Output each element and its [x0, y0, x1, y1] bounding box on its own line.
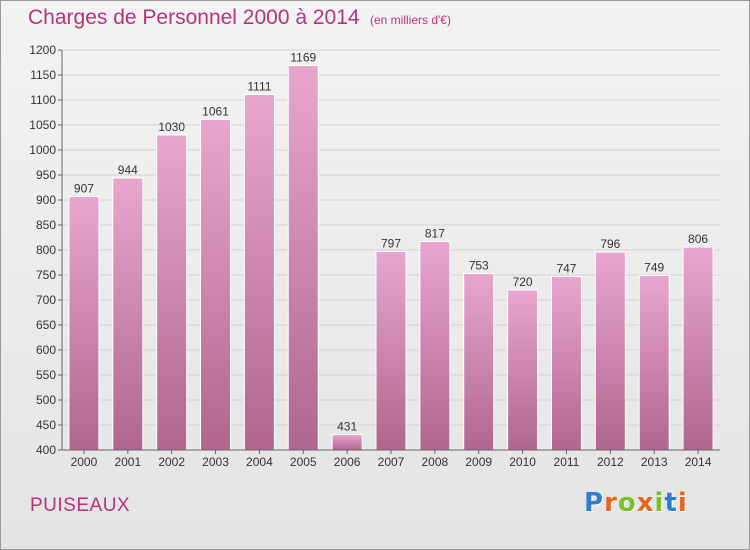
y-tick-label: 400: [36, 443, 56, 457]
data-label-2009: 753: [469, 259, 489, 273]
y-tick-label: 450: [36, 418, 56, 432]
bar-2011: [550, 276, 582, 451]
x-tick-label-2009: 2009: [465, 455, 492, 469]
bar-2008: [419, 241, 451, 451]
data-label-2013: 749: [644, 261, 664, 275]
axes: [58, 49, 720, 454]
x-tick-label-2001: 2001: [114, 455, 141, 469]
y-tick-label: 1100: [30, 93, 56, 107]
y-tick-label: 1200: [29, 43, 56, 57]
y-tick-label: 950: [36, 168, 56, 182]
bar-2007: [375, 251, 407, 451]
chart-title: Charges de Personnel 2000 à 2014: [28, 6, 360, 29]
data-label-2004: 1111: [247, 80, 271, 94]
data-label-2005: 1169: [290, 51, 316, 65]
data-label-2002: 1030: [158, 120, 185, 134]
bar-2003: [200, 119, 232, 451]
bar-2006: [331, 434, 363, 451]
bar-2013: [638, 275, 670, 451]
data-label-2012: 796: [600, 237, 620, 251]
x-tick-label-2014: 2014: [685, 455, 712, 469]
y-tick-label: 500: [36, 393, 56, 407]
x-tick-label-2003: 2003: [202, 455, 229, 469]
x-tick-label-2011: 2011: [554, 455, 580, 469]
y-tick-label: 600: [36, 343, 56, 357]
y-tick-label: 1150: [30, 68, 56, 82]
x-tick-label-2000: 2000: [71, 455, 98, 469]
y-tick-label: 550: [36, 368, 56, 382]
bar-2000: [68, 196, 100, 451]
proxiti-logo[interactable]: Proxiti: [584, 488, 688, 518]
data-label-2006: 431: [337, 420, 357, 434]
y-tick-label: 800: [36, 243, 56, 257]
bar-2010: [507, 289, 539, 451]
data-label-2007: 797: [381, 237, 401, 251]
data-label-2010: 720: [513, 275, 533, 289]
data-label-2014: 806: [688, 232, 708, 246]
x-tick-label-2012: 2012: [597, 455, 624, 469]
bars: [68, 65, 714, 451]
bar-2009: [463, 273, 495, 451]
x-tick-label-2008: 2008: [422, 455, 449, 469]
y-tick-label: 650: [36, 318, 56, 332]
data-label-2008: 817: [425, 227, 445, 241]
bar-2004: [243, 94, 275, 451]
x-tick-label-2007: 2007: [378, 455, 405, 469]
commune-name: PUISEAUX: [30, 495, 131, 516]
data-label-2001: 944: [118, 163, 138, 177]
chart-subtitle: (en milliers d'€): [370, 13, 451, 27]
data-label-2011: 747: [556, 262, 576, 276]
labels: 400 450 500 550 600 650 700 750 800 850 900 950 1000…: [29, 43, 711, 469]
x-tick-label-2002: 2002: [158, 455, 185, 469]
bar-2014: [682, 246, 714, 451]
bar-2005: [287, 65, 319, 451]
x-tick-label-2005: 2005: [290, 455, 317, 469]
x-tick-label-2010: 2010: [509, 455, 536, 469]
y-tick-label: 900: [36, 193, 56, 207]
x-tick-label-2006: 2006: [334, 455, 361, 469]
data-label-2003: 1061: [202, 105, 229, 119]
x-tick-label-2004: 2004: [246, 455, 273, 469]
bar-2002: [156, 134, 188, 451]
data-label-2000: 907: [74, 182, 94, 196]
y-tick-label: 750: [36, 268, 56, 282]
x-tick-label-2013: 2013: [641, 455, 668, 469]
bar-2012: [594, 251, 626, 451]
y-tick-label: 1050: [29, 118, 56, 132]
bar-2001: [112, 177, 144, 451]
y-tick-label: 1000: [29, 143, 56, 157]
y-tick-label: 700: [36, 293, 56, 307]
y-tick-label: 850: [36, 218, 56, 232]
